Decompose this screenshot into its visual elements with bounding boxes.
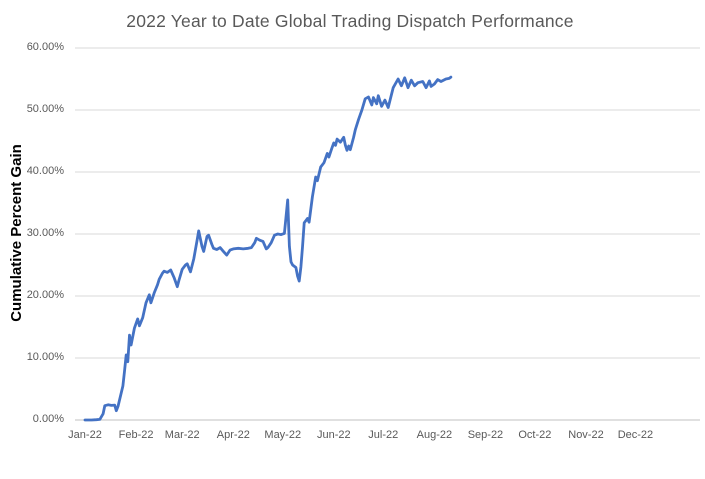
- x-tick-label: Jan-22: [68, 429, 102, 441]
- y-tick-label: 20.00%: [26, 289, 64, 301]
- x-tick-label: Aug-22: [416, 429, 453, 441]
- x-tick-label: May-22: [264, 429, 302, 441]
- x-tick-label: Oct-22: [518, 429, 552, 441]
- x-tick-label: Feb-22: [118, 429, 154, 441]
- series-line: [83, 75, 453, 422]
- x-tick-label: Jul-22: [368, 429, 399, 441]
- y-tick-label: 0.00%: [32, 413, 64, 425]
- y-tick-label: 40.00%: [26, 165, 64, 177]
- x-tick-label: Nov-22: [568, 429, 604, 441]
- y-tick-label: 50.00%: [26, 103, 64, 115]
- x-tick-label: Dec-22: [617, 429, 654, 441]
- y-tick-label: 30.00%: [26, 227, 64, 239]
- y-tick-label: 10.00%: [26, 351, 64, 363]
- x-tick-label: Jun-22: [317, 429, 351, 441]
- x-tick-label: Apr-22: [216, 429, 250, 441]
- chart-title: 2022 Year to Date Global Trading Dispatc…: [126, 11, 574, 31]
- x-tick-label: Mar-22: [164, 429, 200, 441]
- y-tick-label: 60.00%: [26, 41, 64, 53]
- x-tick-label: Sep-22: [467, 429, 504, 441]
